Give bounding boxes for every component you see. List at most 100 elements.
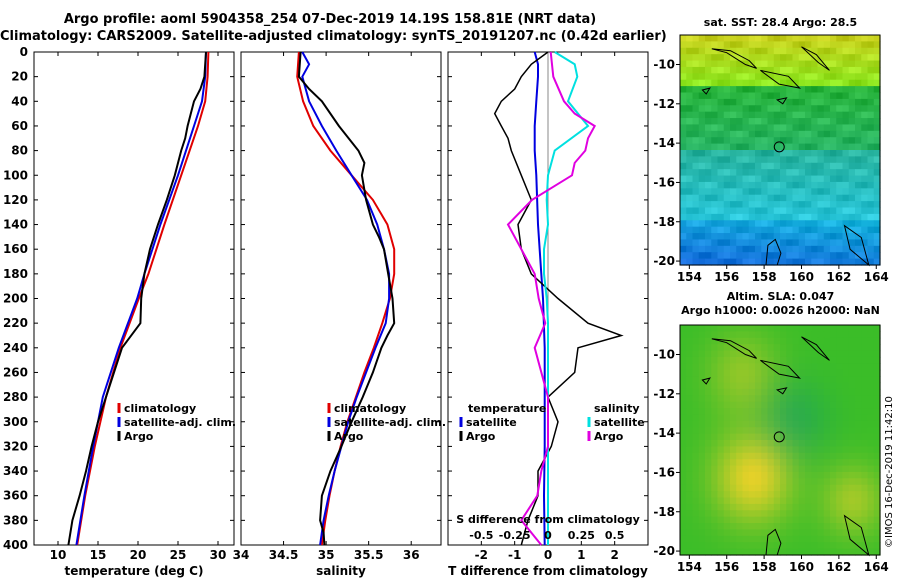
sla-map-cell bbox=[830, 446, 837, 454]
sst-map-cell bbox=[830, 35, 837, 42]
sst-map-cell bbox=[830, 188, 837, 196]
sla-map-cell bbox=[748, 452, 756, 460]
sla-map-cell bbox=[780, 497, 787, 505]
sla-map-cell bbox=[873, 503, 881, 511]
sst-map-cell bbox=[817, 118, 825, 126]
sla-map-cell bbox=[686, 331, 694, 339]
sla-map-cell bbox=[773, 414, 781, 422]
sst-map-cell bbox=[773, 169, 781, 177]
sst-map-cell bbox=[836, 188, 844, 196]
sla-map-cell bbox=[855, 433, 862, 441]
sst-map-cell bbox=[723, 258, 731, 266]
sst-map-cell bbox=[767, 79, 775, 87]
sla-map-cell bbox=[861, 369, 869, 377]
sst-map-cell bbox=[686, 194, 694, 202]
sst-map-xtick-label: 154 bbox=[677, 270, 702, 284]
sst-map-cell bbox=[805, 252, 812, 260]
sla-map-cell bbox=[742, 427, 750, 435]
sla-map-cell bbox=[767, 331, 775, 339]
sla-map-cell bbox=[717, 331, 725, 339]
sla-map-cell bbox=[861, 408, 869, 416]
sst-map-cell bbox=[780, 181, 787, 189]
sla-map-cell bbox=[767, 408, 775, 416]
sst-map-cell bbox=[836, 245, 844, 253]
sst-map-cell bbox=[698, 201, 706, 209]
sla-map-cell bbox=[686, 433, 694, 441]
sst-map-cell bbox=[823, 201, 831, 209]
sla-map-cell bbox=[773, 363, 781, 371]
sst-map-cell bbox=[861, 73, 869, 81]
sst-map-cell bbox=[742, 86, 750, 94]
sst-map-cell bbox=[730, 245, 737, 253]
sla-map-cell bbox=[698, 344, 706, 352]
sst-map-cell bbox=[761, 130, 769, 138]
sst-map-cell bbox=[805, 137, 812, 145]
sla-map-cell bbox=[830, 433, 837, 441]
sla-map-cell bbox=[855, 395, 862, 403]
sst-map-cell bbox=[848, 213, 856, 221]
sla-map-cell bbox=[823, 459, 831, 467]
sla-map-cell bbox=[705, 491, 712, 499]
sla-map-cell bbox=[742, 344, 750, 352]
sst-map-cell bbox=[848, 60, 856, 68]
sst-map-cell bbox=[811, 233, 819, 241]
sla-map-cell bbox=[761, 542, 769, 550]
sst-map-cell bbox=[867, 188, 875, 196]
sst-map-cell bbox=[867, 92, 875, 100]
sla-map-cell bbox=[811, 363, 819, 371]
sst-map-cell bbox=[861, 162, 869, 170]
sla-map-cell bbox=[686, 465, 694, 473]
sla-map-cell bbox=[767, 395, 775, 403]
sla-map-cell bbox=[698, 433, 706, 441]
sst-map-cell bbox=[855, 60, 862, 68]
sla-map-cell bbox=[705, 395, 712, 403]
sla-map-cell bbox=[823, 452, 831, 460]
sst-map-cell bbox=[698, 79, 706, 87]
sla-map-cell bbox=[698, 491, 706, 499]
sst-map-cell bbox=[848, 35, 856, 42]
sla-map-cell bbox=[873, 414, 881, 422]
sst-map-cell bbox=[680, 220, 687, 228]
sst-map-cell bbox=[736, 201, 744, 209]
sla-map-cell bbox=[686, 420, 694, 428]
sst-map-cell bbox=[692, 201, 700, 209]
sst-map-cell bbox=[711, 188, 719, 196]
sst-map-cell bbox=[811, 54, 819, 62]
temperature-xlabel: temperature (deg C) bbox=[65, 564, 204, 578]
sst-map-cell bbox=[817, 188, 825, 196]
sla-map-cell bbox=[692, 446, 700, 454]
sla-map-cell bbox=[705, 523, 712, 531]
sst-map-cell bbox=[805, 175, 812, 183]
sla-map-cell bbox=[736, 491, 744, 499]
sla-map-cell bbox=[855, 382, 862, 390]
sst-map-cell bbox=[717, 150, 725, 157]
sla-map-cell bbox=[798, 440, 806, 447]
sla-map-cell bbox=[823, 337, 831, 345]
sla-map-cell bbox=[786, 369, 794, 377]
sla-map-cell bbox=[867, 420, 875, 428]
sst-map-cell bbox=[723, 156, 731, 164]
sst-map-cell bbox=[680, 124, 687, 132]
sla-map-cell bbox=[842, 433, 850, 441]
sla-map-cell bbox=[861, 529, 869, 537]
sla-map-cell bbox=[730, 440, 737, 447]
sla-map-cell bbox=[842, 376, 850, 384]
sst-map-cell bbox=[811, 181, 819, 189]
sla-map-cell bbox=[723, 369, 731, 377]
sla-map-cell bbox=[698, 388, 706, 396]
sst-map-cell bbox=[798, 118, 806, 126]
sst-map-cell bbox=[736, 105, 744, 113]
sst-map-cell bbox=[842, 41, 850, 49]
sst-map-cell bbox=[686, 181, 694, 189]
sst-map-cell bbox=[698, 258, 706, 266]
sla-map-cell bbox=[842, 484, 850, 492]
sst-map-cell bbox=[805, 111, 812, 119]
sst-map-cell bbox=[767, 54, 775, 62]
sla-map-cell bbox=[805, 350, 812, 358]
sla-map-cell bbox=[780, 529, 787, 537]
sst-map-cell bbox=[717, 86, 725, 94]
sla-map-xtick-label: 160 bbox=[789, 560, 814, 574]
sst-map-cell bbox=[717, 181, 725, 189]
sst-map-cell bbox=[742, 47, 750, 55]
sla-map-cell bbox=[698, 350, 706, 358]
